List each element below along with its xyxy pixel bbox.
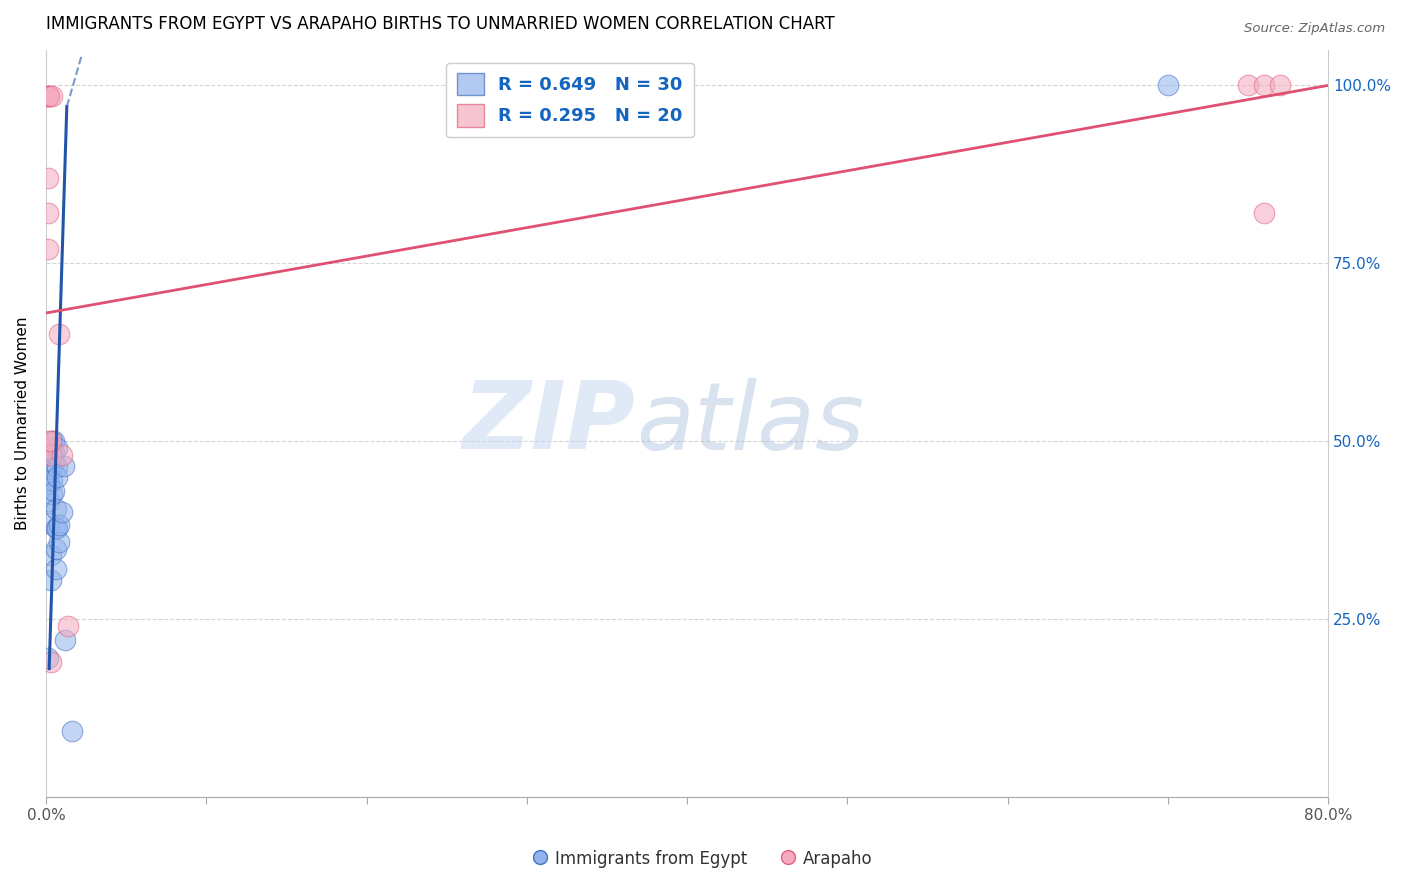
Point [45,501,67,516]
Point [38,476,60,491]
Point [60,724,83,739]
Text: ZIP: ZIP [463,377,636,469]
Point [51,505,73,519]
Point [41,434,63,448]
Point [48,518,70,533]
Point [39,573,62,587]
Text: atlas: atlas [636,377,865,469]
Point [42,455,65,469]
Point [58,619,80,633]
Point [48,327,70,342]
Point [42,446,65,460]
Point [41,448,63,462]
Legend: Immigrants from Egypt, Arapaho: Immigrants from Egypt, Arapaho [527,844,879,875]
Point [39,448,62,462]
Point [37,242,59,256]
Point [46,521,69,535]
Point [38,89,60,103]
Point [1157,78,1180,93]
Point [1268,78,1291,93]
Point [37,170,59,185]
Point [53,633,76,648]
Point [37,89,59,103]
Point [41,487,63,501]
Point [38,89,60,103]
Point [42,483,65,498]
Point [45,542,67,557]
Text: IMMIGRANTS FROM EGYPT VS ARAPAHO BIRTHS TO UNMARRIED WOMEN CORRELATION CHART: IMMIGRANTS FROM EGYPT VS ARAPAHO BIRTHS … [46,15,835,33]
Point [45,521,67,535]
Point [46,469,69,483]
Point [46,441,69,455]
Point [41,473,63,487]
Point [37,651,59,665]
Point [1253,206,1275,220]
Point [37,206,59,220]
Point [52,458,75,473]
Point [48,535,70,549]
Point [1253,78,1275,93]
Point [37,441,59,455]
Point [45,562,67,576]
Point [37,89,59,103]
Point [42,434,65,448]
Point [38,494,60,508]
Point [39,434,62,448]
Point [39,655,62,669]
Legend: R = 0.649   N = 30, R = 0.295   N = 20: R = 0.649 N = 30, R = 0.295 N = 20 [446,62,693,137]
Point [37,434,59,448]
Y-axis label: Births to Unmarried Women: Births to Unmarried Women [15,317,30,530]
Point [1237,78,1260,93]
Point [38,516,60,530]
Point [46,460,69,475]
Point [39,548,62,562]
Point [51,448,73,462]
Text: Source: ZipAtlas.com: Source: ZipAtlas.com [1244,22,1385,36]
Point [39,462,62,476]
Point [41,89,63,103]
